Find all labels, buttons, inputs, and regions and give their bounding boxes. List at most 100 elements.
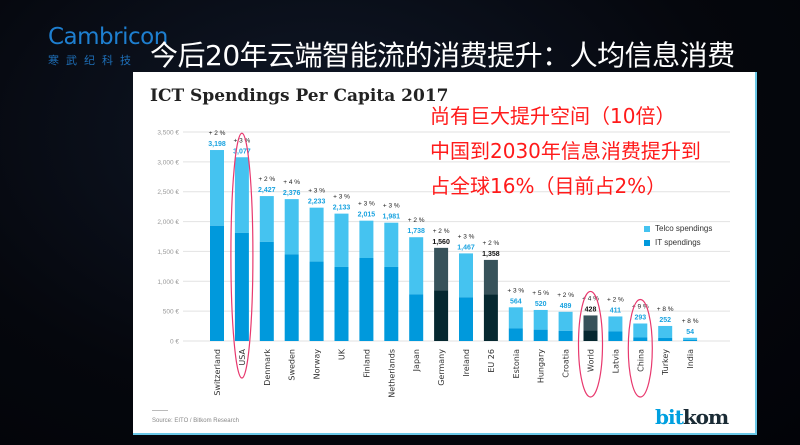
bar-it [633, 337, 648, 341]
total-label: 54 [686, 329, 694, 336]
growth-label: + 3 % [358, 201, 375, 208]
bar-telco [409, 237, 424, 295]
growth-label: + 2 % [408, 217, 425, 224]
legend-it: IT spendings [644, 238, 712, 247]
telco-swatch [644, 225, 650, 232]
bar-telco [284, 199, 299, 255]
growth-label: + 2 % [557, 292, 574, 299]
legend-telco: Telco spendings [644, 224, 712, 233]
brand-part: bit [655, 405, 684, 429]
total-label: 428 [585, 306, 597, 313]
growth-label: + 3 % [458, 233, 475, 240]
source-note: Source: EITO / Bitkom Research [152, 418, 239, 424]
bar-it [334, 266, 349, 341]
x-tick-label: EU 26 [487, 349, 496, 373]
growth-label: + 8 % [657, 306, 674, 313]
bar-it [608, 331, 623, 341]
y-tick-label: 1,000 € [157, 279, 179, 286]
bar-it [259, 241, 274, 341]
total-label: 252 [659, 317, 671, 324]
bar-telco [558, 311, 573, 331]
annotation-1: 尚有巨大提升空间（10倍） [430, 104, 676, 128]
x-tick-label: World [587, 349, 596, 372]
legend-label: IT spendings [655, 238, 701, 247]
annotation-3: 占全球16%（目前占2%） [430, 174, 667, 198]
total-label: 2,427 [258, 187, 276, 194]
bar-telco [608, 316, 623, 332]
total-label: 1,358 [482, 251, 500, 258]
x-tick-label: Ireland [462, 349, 471, 377]
bar-telco [309, 207, 324, 262]
y-tick-label: 3,500 € [157, 130, 179, 137]
x-tick-label: Denmark [263, 349, 272, 386]
bar-it [210, 225, 224, 341]
bar-it [384, 266, 399, 341]
bar-it [459, 297, 473, 341]
x-tick-label: Switzerland [213, 349, 222, 396]
total-label: 1,981 [383, 214, 401, 221]
x-tick-label: Japan [412, 349, 421, 372]
slide-title: 今后20年云端智能流的消费提升：人均信息消费 [150, 39, 735, 72]
growth-label: + 2 % [433, 228, 450, 235]
total-label: 411 [610, 307, 621, 314]
cambricon-logo: Cambricon 寒武纪科技 [48, 24, 168, 68]
total-label: 1,738 [407, 228, 425, 235]
bar-telco [210, 150, 224, 226]
highlight-ellipse [577, 290, 604, 398]
growth-label: + 2 % [209, 130, 226, 137]
bar-it [309, 261, 324, 341]
total-label: 1,467 [457, 244, 475, 251]
bitkom-logo: bitkom [655, 405, 729, 429]
bar-telco [633, 323, 648, 338]
bar-telco [658, 325, 673, 339]
total-label: 520 [535, 301, 547, 308]
bar-it [359, 257, 374, 341]
growth-label: + 2 % [482, 240, 499, 247]
bar-telco [683, 337, 698, 340]
logo-text: Cambricon [48, 24, 168, 50]
x-tick-label: USA [238, 348, 247, 365]
bar-it [683, 339, 698, 341]
bar-it [533, 329, 548, 341]
total-label: 3,198 [208, 141, 226, 148]
y-tick-label: 500 € [163, 309, 180, 316]
divider [152, 410, 168, 411]
y-tick-label: 3,000 € [157, 159, 179, 166]
x-tick-label: Sweden [288, 349, 297, 381]
growth-label: + 4 % [582, 295, 599, 302]
total-label: 2,376 [283, 190, 301, 197]
y-tick-label: 2,000 € [157, 219, 179, 226]
growth-label: + 2 % [607, 296, 624, 303]
bar-telco [583, 315, 598, 331]
x-tick-label: Turkey [661, 349, 670, 376]
bar-it [409, 294, 424, 341]
growth-label: + 4 % [283, 179, 300, 186]
bar-it [508, 328, 523, 341]
x-tick-label: Latvia [611, 349, 620, 373]
total-label: 2,133 [333, 205, 351, 212]
x-tick-label: Estonia [512, 349, 521, 379]
chart-title: ICT Spendings Per Capita 2017 [150, 86, 449, 106]
growth-label: + 8 % [682, 318, 699, 325]
bar-telco [434, 247, 449, 291]
total-label: 2,233 [308, 199, 326, 206]
growth-label: + 3 % [383, 203, 400, 210]
bar-it [558, 330, 573, 341]
bar-it [284, 254, 299, 341]
y-tick-label: 0 € [170, 339, 179, 346]
x-tick-label: Germany [437, 349, 446, 386]
x-tick-label: Croatia [562, 349, 571, 378]
bar-it [658, 338, 673, 341]
x-tick-label: Netherlands [387, 349, 396, 398]
x-tick-label: UK [338, 348, 347, 360]
it-swatch [644, 239, 650, 246]
growth-label: + 3 % [333, 194, 350, 201]
bar-telco [259, 196, 274, 242]
total-label: 2,015 [358, 212, 376, 219]
legend-label: Telco spendings [655, 224, 713, 233]
bar-telco [508, 307, 523, 329]
total-label: 564 [510, 298, 522, 305]
annotation-2: 中国到2030年信息消费提升到 [430, 139, 701, 163]
bar-it [234, 232, 249, 341]
